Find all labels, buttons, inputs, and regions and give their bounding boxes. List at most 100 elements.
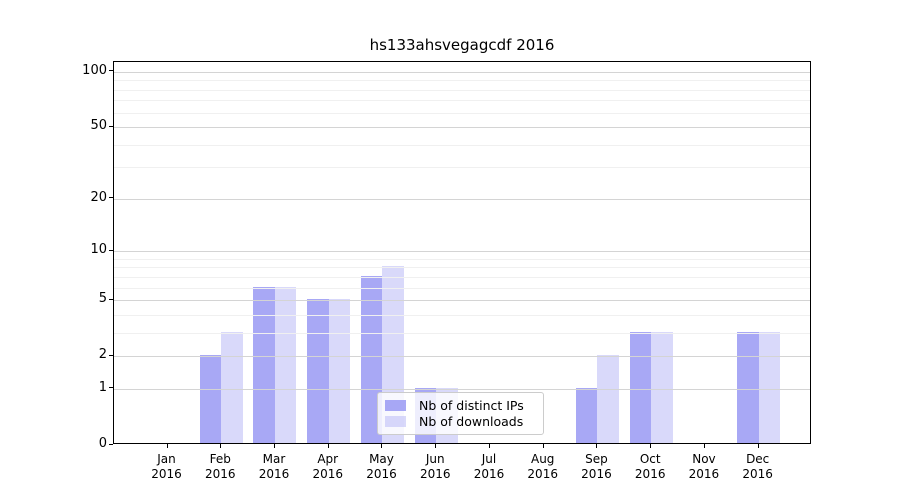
x-axis-label-jul: Jul 2016: [457, 452, 521, 482]
bar-downloads-apr: [328, 299, 351, 443]
year-label: 2016: [688, 467, 720, 481]
major-gridline: [114, 300, 810, 302]
minor-gridline: [114, 332, 810, 334]
x-axis-label-jun: Jun 2016: [403, 452, 467, 482]
bar-distinct-ips-feb: [199, 355, 222, 443]
year-label: 2016: [419, 467, 451, 481]
month-label: Sep: [585, 452, 608, 466]
bar-downloads-dec: [758, 331, 781, 443]
major-gridline: [114, 356, 810, 358]
month-label: Mar: [262, 452, 286, 466]
minor-gridline: [114, 167, 810, 169]
month-label: Aug: [530, 452, 555, 466]
legend-swatch-icon: [385, 399, 406, 411]
minor-gridline: [114, 258, 810, 260]
y-axis-label: 50: [90, 118, 107, 134]
bar-downloads-feb: [221, 331, 243, 443]
x-axis-tick: [381, 444, 383, 448]
month-label: Feb: [209, 452, 231, 466]
year-label: 2016: [151, 467, 182, 481]
month-label: May: [369, 452, 394, 466]
y-axis-label: 20: [90, 189, 107, 205]
y-axis-label: 5: [98, 291, 107, 307]
month-label: Apr: [317, 452, 339, 466]
year-label: 2016: [581, 467, 612, 481]
major-gridline: [114, 388, 810, 390]
x-axis-tick: [220, 444, 222, 448]
x-axis-tick: [166, 444, 168, 448]
y-axis-tick: [109, 249, 113, 251]
legend: Nb of distinct IPs Nb of downloads: [377, 392, 544, 435]
year-label: 2016: [473, 467, 505, 481]
x-axis-label-jan: Jan 2016: [135, 452, 199, 482]
year-label: 2016: [258, 467, 290, 481]
x-axis-tick: [327, 444, 329, 448]
x-axis-tick: [757, 444, 759, 448]
legend-label: Nb of distinct IPs: [419, 397, 524, 413]
x-axis-tick: [488, 444, 490, 448]
x-axis-label-feb: Feb 2016: [188, 452, 252, 482]
y-axis-label: 0: [98, 436, 107, 451]
minor-gridline: [114, 314, 810, 316]
year-label: 2016: [742, 467, 773, 481]
x-axis-label-nov: Nov 2016: [672, 452, 736, 482]
x-axis-tick: [273, 444, 275, 448]
x-axis-tick: [650, 444, 652, 448]
plot-area: [113, 61, 811, 444]
y-axis-tick: [109, 298, 113, 300]
year-label: 2016: [527, 467, 558, 481]
year-label: 2016: [312, 467, 343, 481]
bar-downloads-oct: [651, 331, 673, 443]
year-label: 2016: [204, 467, 236, 481]
y-axis-tick: [109, 125, 113, 127]
minor-gridline: [114, 89, 810, 91]
x-axis-tick: [596, 444, 598, 448]
bar-distinct-ips-mar: [253, 286, 275, 443]
month-label: Jan: [157, 452, 176, 466]
y-axis-label: 100: [82, 62, 107, 78]
month-label: Nov: [692, 452, 716, 466]
y-axis-tick: [109, 387, 113, 389]
bar-distinct-ips-oct: [629, 331, 652, 443]
x-axis-tick: [542, 444, 544, 448]
legend-entry-distinct-ips: Nb of distinct IPs: [384, 398, 537, 413]
minor-gridline: [114, 112, 810, 114]
legend-swatch-icon: [385, 416, 406, 428]
month-label: Jul: [481, 452, 497, 466]
x-axis-label-dec: Dec 2016: [726, 452, 790, 482]
x-axis-label-mar: Mar 2016: [242, 452, 306, 482]
month-label: Jun: [425, 452, 445, 466]
legend-entry-downloads: Nb of downloads: [384, 414, 537, 429]
minor-gridline: [114, 100, 810, 102]
month-label: Oct: [639, 452, 661, 466]
year-label: 2016: [366, 467, 397, 481]
bar-distinct-ips-apr: [307, 299, 329, 443]
x-axis-label-may: May 2016: [349, 452, 413, 482]
y-axis-tick: [109, 197, 113, 199]
year-label: 2016: [634, 467, 666, 481]
major-gridline: [114, 198, 810, 200]
x-axis-label-sep: Sep 2016: [564, 452, 628, 482]
y-axis-label: 2: [98, 347, 107, 363]
bar-distinct-ips-sep: [575, 387, 598, 443]
minor-gridline: [114, 276, 810, 278]
y-axis-tick: [109, 354, 113, 356]
y-axis-label: 10: [90, 242, 107, 258]
y-axis-label: 1: [98, 379, 107, 395]
minor-gridline: [114, 80, 810, 82]
minor-gridline: [114, 287, 810, 289]
x-axis-tick: [703, 444, 705, 448]
bar-distinct-ips-dec: [737, 331, 759, 443]
major-gridline: [114, 251, 810, 253]
y-axis-tick: [109, 443, 113, 445]
minor-gridline: [114, 267, 810, 269]
x-axis-label-oct: Oct 2016: [618, 452, 682, 482]
bar-downloads-sep: [597, 355, 619, 443]
legend-label: Nb of downloads: [419, 414, 524, 430]
x-axis-label-apr: Apr 2016: [296, 452, 360, 482]
chart-title: hs133ahsvegagcdf 2016: [369, 36, 555, 54]
month-label: Dec: [746, 452, 770, 466]
x-axis-label-aug: Aug 2016: [511, 452, 575, 482]
y-axis-tick: [109, 70, 113, 72]
